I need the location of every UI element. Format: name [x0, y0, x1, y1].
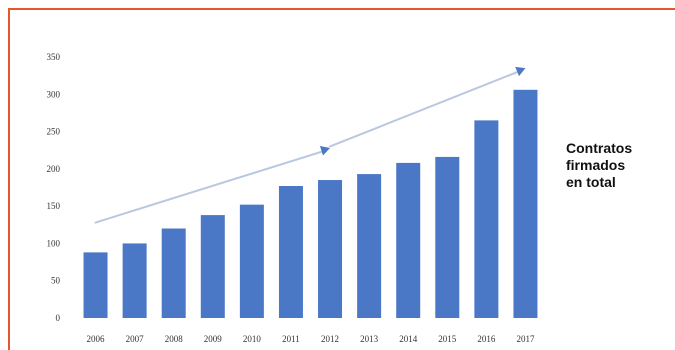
trend-arrows — [94, 66, 526, 224]
x-tick-label: 2014 — [399, 334, 418, 344]
y-tick-label: 100 — [47, 238, 61, 248]
trend-arrowhead-2 — [515, 66, 526, 77]
y-tick-label: 50 — [51, 276, 61, 286]
x-tick-label: 2010 — [243, 334, 262, 344]
y-tick-label: 300 — [47, 89, 61, 99]
trend-line-2 — [329, 70, 521, 148]
bar-2006 — [83, 252, 108, 318]
x-axis: 2006 2007 2008 2009 2010 2011 2012 2013 2014 2015… — [87, 334, 535, 344]
bar-2011 — [278, 186, 303, 318]
frame-top-border — [8, 8, 675, 10]
bar-2010 — [239, 204, 264, 318]
bar-2009 — [200, 215, 225, 318]
trend-line-1 — [94, 149, 326, 224]
y-tick-label: 250 — [47, 127, 61, 137]
bar-2007 — [122, 243, 147, 318]
bar-2016 — [474, 120, 499, 318]
bar-2014 — [396, 162, 421, 318]
side-label-line-1: Contratos — [566, 140, 633, 156]
bar-2012 — [318, 180, 343, 318]
trend-arrowhead-1 — [319, 145, 331, 156]
frame-left-border — [8, 8, 10, 350]
chart-side-label: Contratos firmados en total — [566, 140, 666, 191]
x-tick-label: 2009 — [204, 334, 223, 344]
x-tick-label: 2015 — [438, 334, 457, 344]
bar-2015 — [435, 156, 460, 318]
y-tick-label: 150 — [47, 201, 61, 211]
y-tick-label: 200 — [47, 164, 61, 174]
x-tick-label: 2008 — [165, 334, 184, 344]
bar-2013 — [357, 174, 382, 318]
y-axis: 0 50 100 150 200 250 300 350 — [47, 52, 61, 323]
bar-2008 — [161, 228, 186, 318]
side-label-line-3: en total — [566, 174, 616, 190]
side-label-line-2: firmados — [566, 157, 626, 173]
x-tick-label: 2013 — [360, 334, 379, 344]
y-tick-label: 0 — [56, 313, 61, 323]
y-tick-label: 350 — [47, 52, 61, 62]
x-tick-label: 2011 — [282, 334, 300, 344]
bar-2017 — [513, 89, 538, 318]
bars — [83, 89, 538, 318]
x-tick-label: 2012 — [321, 334, 339, 344]
x-tick-label: 2006 — [87, 334, 106, 344]
x-tick-label: 2007 — [126, 334, 145, 344]
x-tick-label: 2016 — [477, 334, 496, 344]
x-tick-label: 2017 — [516, 334, 535, 344]
